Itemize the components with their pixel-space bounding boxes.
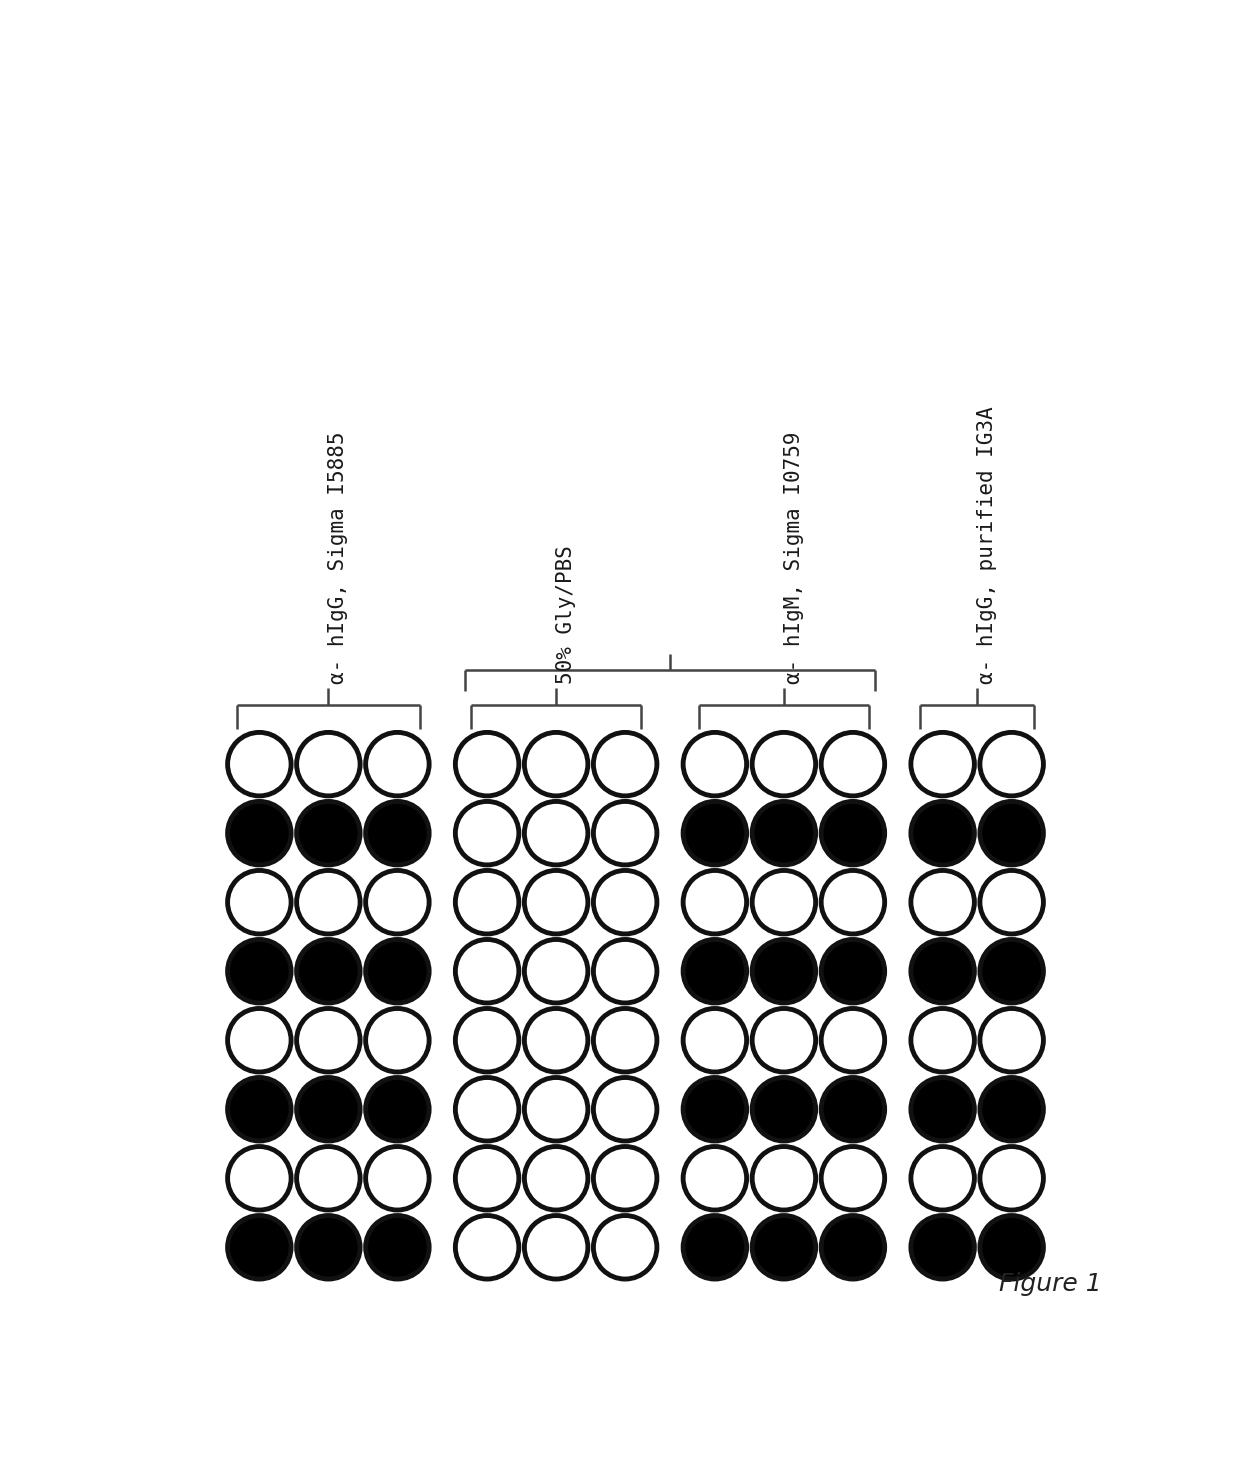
Circle shape	[455, 871, 518, 933]
Circle shape	[683, 1009, 746, 1072]
Circle shape	[911, 1078, 975, 1140]
Circle shape	[594, 1216, 657, 1279]
Circle shape	[753, 939, 816, 1003]
Circle shape	[821, 802, 884, 865]
Circle shape	[228, 802, 291, 865]
Circle shape	[228, 1078, 291, 1140]
Circle shape	[821, 1009, 884, 1072]
Text: 50% Gly/PBS: 50% Gly/PBS	[556, 546, 577, 685]
Circle shape	[296, 1078, 360, 1140]
Circle shape	[594, 871, 657, 933]
Circle shape	[753, 871, 816, 933]
Circle shape	[366, 1216, 429, 1279]
Circle shape	[821, 1146, 884, 1210]
Circle shape	[455, 802, 518, 865]
Circle shape	[296, 732, 360, 796]
Circle shape	[228, 1009, 291, 1072]
Circle shape	[911, 1216, 975, 1279]
Circle shape	[228, 732, 291, 796]
Circle shape	[594, 732, 657, 796]
Circle shape	[455, 939, 518, 1003]
Circle shape	[366, 1078, 429, 1140]
Circle shape	[455, 732, 518, 796]
Circle shape	[525, 1009, 588, 1072]
Circle shape	[296, 871, 360, 933]
Circle shape	[296, 802, 360, 865]
Circle shape	[525, 871, 588, 933]
Circle shape	[911, 871, 975, 933]
Circle shape	[911, 1009, 975, 1072]
Circle shape	[366, 871, 429, 933]
Circle shape	[980, 871, 1043, 933]
Circle shape	[594, 802, 657, 865]
Circle shape	[683, 802, 746, 865]
Circle shape	[228, 1146, 291, 1210]
Circle shape	[753, 732, 816, 796]
Circle shape	[911, 802, 975, 865]
Text: Figure 1: Figure 1	[998, 1272, 1101, 1296]
Text: α- hIgM, Sigma I0759: α- hIgM, Sigma I0759	[784, 432, 804, 685]
Circle shape	[683, 939, 746, 1003]
Circle shape	[228, 939, 291, 1003]
Circle shape	[455, 1078, 518, 1140]
Circle shape	[525, 939, 588, 1003]
Circle shape	[455, 1216, 518, 1279]
Circle shape	[980, 1146, 1043, 1210]
Circle shape	[455, 1009, 518, 1072]
Circle shape	[683, 1216, 746, 1279]
Circle shape	[980, 1216, 1043, 1279]
Circle shape	[753, 1078, 816, 1140]
Circle shape	[228, 1216, 291, 1279]
Circle shape	[594, 939, 657, 1003]
Circle shape	[753, 802, 816, 865]
Circle shape	[594, 1009, 657, 1072]
Text: α- hIgG, Sigma I5885: α- hIgG, Sigma I5885	[329, 432, 348, 685]
Circle shape	[455, 1146, 518, 1210]
Circle shape	[683, 1146, 746, 1210]
Circle shape	[911, 939, 975, 1003]
Circle shape	[683, 1078, 746, 1140]
Circle shape	[753, 1216, 816, 1279]
Text: α- hIgG, purified IG3A: α- hIgG, purified IG3A	[977, 407, 997, 685]
Circle shape	[821, 1216, 884, 1279]
Circle shape	[366, 939, 429, 1003]
Circle shape	[980, 1078, 1043, 1140]
Circle shape	[525, 732, 588, 796]
Circle shape	[525, 1216, 588, 1279]
Circle shape	[753, 1146, 816, 1210]
Circle shape	[821, 1078, 884, 1140]
Circle shape	[911, 732, 975, 796]
Circle shape	[753, 1009, 816, 1072]
Circle shape	[594, 1078, 657, 1140]
Circle shape	[525, 1078, 588, 1140]
Circle shape	[821, 732, 884, 796]
Circle shape	[296, 1216, 360, 1279]
Circle shape	[594, 1146, 657, 1210]
Circle shape	[366, 732, 429, 796]
Circle shape	[683, 871, 746, 933]
Circle shape	[366, 1146, 429, 1210]
Circle shape	[911, 1146, 975, 1210]
Circle shape	[296, 1146, 360, 1210]
Circle shape	[228, 871, 291, 933]
Circle shape	[980, 939, 1043, 1003]
Circle shape	[821, 939, 884, 1003]
Circle shape	[525, 1146, 588, 1210]
Circle shape	[821, 871, 884, 933]
Circle shape	[980, 732, 1043, 796]
Circle shape	[296, 1009, 360, 1072]
Circle shape	[683, 732, 746, 796]
Circle shape	[366, 802, 429, 865]
Circle shape	[366, 1009, 429, 1072]
Circle shape	[296, 939, 360, 1003]
Circle shape	[525, 802, 588, 865]
Circle shape	[980, 802, 1043, 865]
Circle shape	[980, 1009, 1043, 1072]
